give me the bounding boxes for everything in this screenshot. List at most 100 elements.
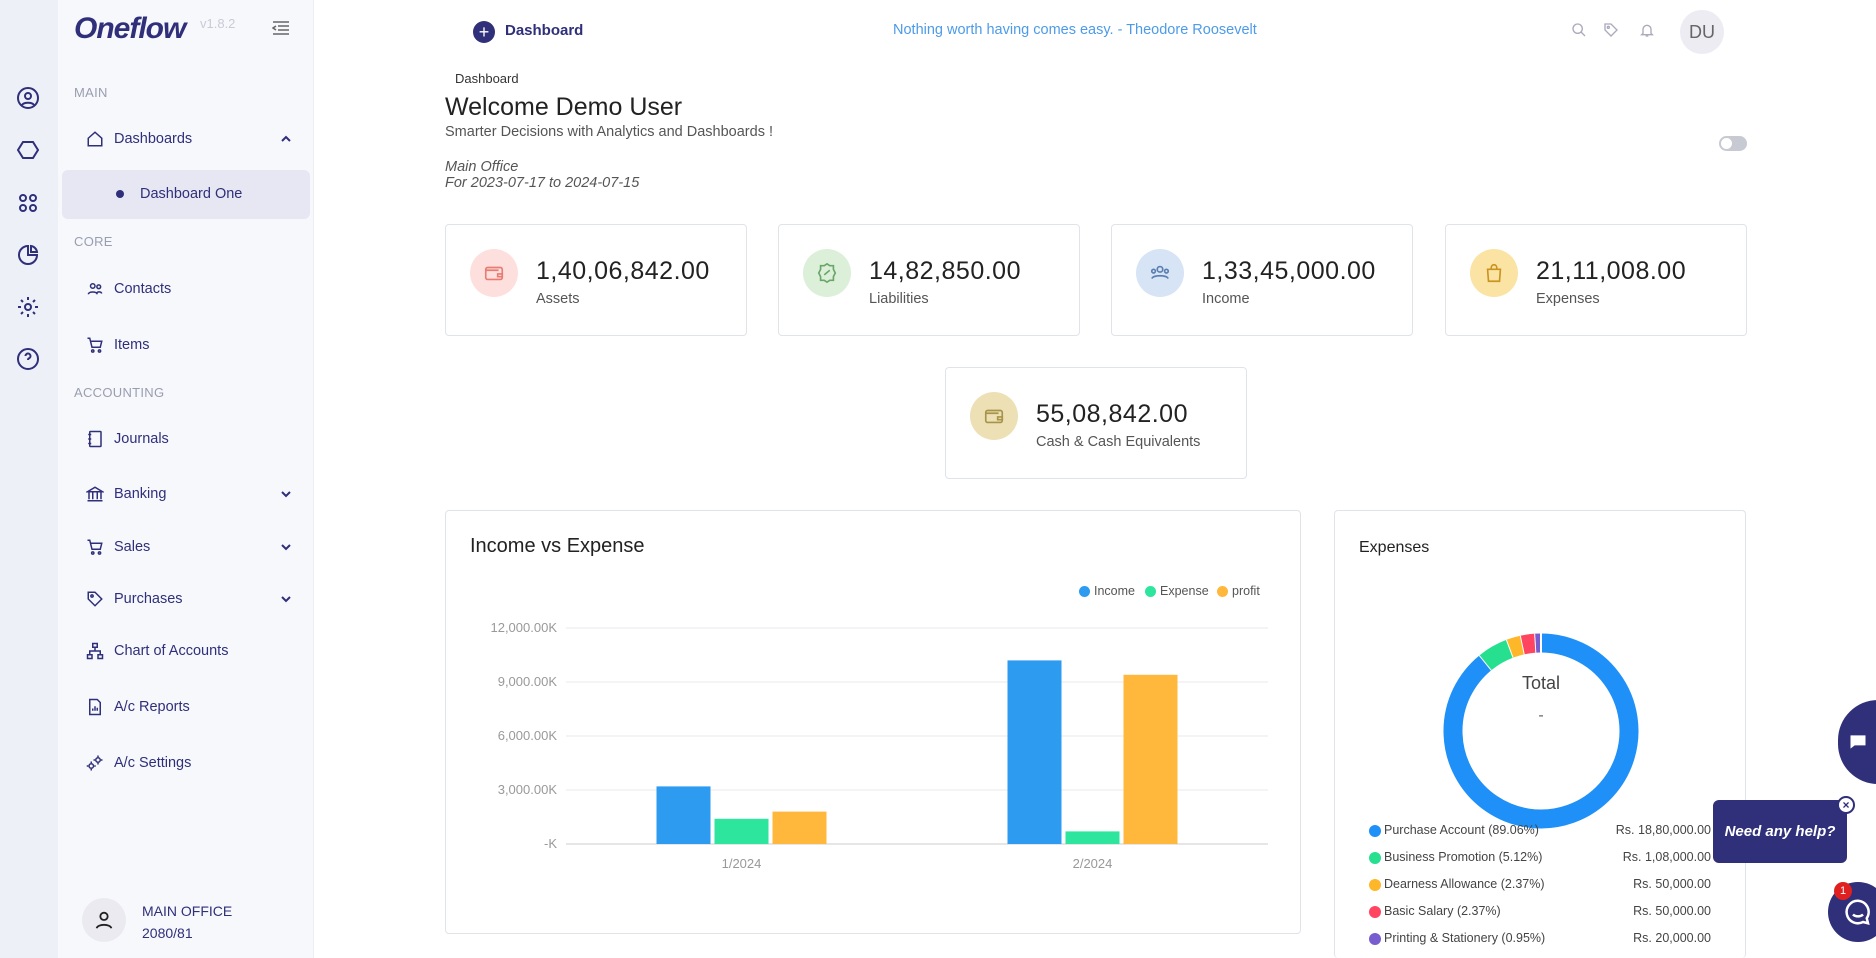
shopping-cart-icon [87,539,103,555]
office-period: Main Office For 2023-07-17 to 2024-07-15 [445,159,639,191]
legend-item[interactable]: Dearness Allowance (2.37%) Rs. 50,000.00 [1369,876,1711,896]
collapse-menu-icon[interactable] [272,20,290,36]
sidebar-item-sales[interactable]: Sales [86,535,150,559]
oneflow-logo[interactable]: Oneflow [74,12,186,45]
theme-toggle[interactable] [1719,136,1747,151]
bar-income [656,786,711,844]
donut-slice[interactable] [1479,639,1514,671]
bar-profit [1123,674,1178,844]
sidebar-item-label: Contacts [114,281,172,297]
legend-income[interactable]: Income [1079,584,1135,598]
breadcrumb[interactable]: Dashboard [455,71,519,86]
feedback-tab[interactable] [1838,700,1876,784]
legend-item-name: Business Promotion (5.12%) [1384,850,1543,864]
bar-expense [1065,831,1120,844]
legend-item-amount: Rs. 18,80,000.00 [1615,823,1711,837]
sidebar-subitem-dashboard-one[interactable] [62,170,310,219]
card-expenses[interactable]: 21,11,008.00 Expenses [1445,224,1747,336]
users-icon [87,283,103,295]
search-icon[interactable] [1571,22,1587,38]
income-expense-chart: 12,000.00K 9,000.00K 6,000.00K 3,000.00K -K 1… [490,620,1268,871]
sidebar-item-label: Chart of Accounts [114,643,229,659]
y-tick-label: -K [544,836,557,851]
help-circle-icon[interactable] [16,347,40,371]
legend-label: profit [1232,584,1260,598]
donut-slice[interactable] [1520,633,1537,655]
help-prompt[interactable]: Need any help? [1713,800,1847,863]
close-icon[interactable]: × [1837,796,1855,814]
card-assets[interactable]: 1,40,06,842.00 Assets [445,224,747,336]
card-label: Income [1202,291,1250,307]
donut-separator [1519,635,1526,655]
report-icon [89,698,101,716]
office-avatar[interactable] [82,898,126,942]
pie-chart-icon[interactable] [16,243,40,267]
card-liabilities[interactable]: 14,82,850.00 Liabilities [778,224,1080,336]
office-info[interactable]: MAIN OFFICE 2080/81 [142,900,232,944]
notebook-icon [88,430,102,448]
sidebar-item-label: Sales [114,539,151,555]
sidebar-item-journals[interactable]: Journals [86,427,169,451]
y-tick-label: 9,000.00K [498,674,558,689]
chevron-up-icon[interactable] [280,133,292,145]
card-cash[interactable]: 55,08,842.00 Cash & Cash Equivalents [945,367,1247,479]
card-income[interactable]: 1,33,45,000.00 Income [1111,224,1413,336]
settings-icon[interactable] [16,295,40,319]
gears-icon [86,755,103,771]
panel-title: Income vs Expense [470,535,645,557]
apps-grid-icon[interactable] [16,191,40,215]
x-tick-label: 2/2024 [1073,856,1113,871]
office-year: 2080/81 [142,925,193,941]
sidebar-subitem-label[interactable]: Dashboard One [140,186,243,202]
sidebar-item-ac-reports[interactable]: A/c Reports [86,695,190,719]
tag-icon [87,591,103,607]
legend-item[interactable]: Purchase Account (89.06%) Rs. 18,80,000.0… [1369,822,1711,842]
notification-badge: 1 [1834,882,1852,900]
section-accounting: ACCOUNTING [74,385,165,400]
card-label: Expenses [1536,291,1600,307]
badge-check-icon [803,249,851,297]
legend-item-name: Purchase Account (89.06%) [1384,823,1539,837]
legend-expense[interactable]: Expense [1145,584,1209,598]
home-icon [87,131,103,147]
sidebar-item-banking[interactable]: Banking [86,482,166,506]
sidebar-item-ac-settings[interactable]: A/c Settings [86,751,191,775]
sidebar-item-dashboards[interactable]: Dashboards [86,127,192,151]
chevron-down-icon[interactable] [280,541,292,553]
hierarchy-icon [86,642,104,660]
legend-item-amount: Rs. 1,08,000.00 [1622,850,1711,864]
active-dot-icon [116,190,124,198]
chevron-down-icon[interactable] [280,593,292,605]
user-avatar[interactable]: DU [1680,10,1724,54]
y-tick-label: 3,000.00K [498,782,558,797]
icon-rail [0,0,58,958]
chat-bubble-icon [1845,899,1870,925]
sidebar-item-purchases[interactable]: Purchases [86,587,183,611]
section-core: CORE [74,234,113,249]
chat-icon [1850,735,1866,749]
card-value: 1,33,45,000.00 [1202,257,1376,285]
bell-icon[interactable] [1639,22,1655,38]
legend-item-amount: Rs. 50,000.00 [1633,904,1711,918]
x-tick-label: 1/2024 [722,856,762,871]
donut-slice[interactable] [1506,635,1525,658]
sidebar-item-items[interactable]: Items [86,333,149,357]
hexagon-icon[interactable] [16,138,40,162]
tag-icon[interactable] [1603,22,1619,38]
legend-item-name: Printing & Stationery (0.95%) [1384,931,1546,945]
legend-item-amount: Rs. 50,000.00 [1633,877,1711,891]
sidebar: Oneflow v1.8.2 MAIN Dashboards Dashboard… [58,0,314,958]
legend-item-amount: Rs. 20,000.00 [1633,931,1711,945]
legend-profit[interactable]: profit [1217,584,1260,598]
add-button[interactable]: + [473,21,495,43]
sidebar-item-chart-of-accounts[interactable]: Chart of Accounts [86,639,228,663]
sidebar-item-contacts[interactable]: Contacts [86,277,171,301]
chevron-down-icon[interactable] [280,488,292,500]
legend-item[interactable]: Basic Salary (2.37%) Rs. 50,000.00 [1369,903,1711,923]
legend-item[interactable]: Business Promotion (5.12%) Rs. 1,08,000.0… [1369,849,1711,869]
panel-title: Expenses [1359,539,1430,556]
users-money-icon [1136,249,1184,297]
donut-slice[interactable] [1443,633,1639,829]
user-circle-icon[interactable] [16,86,40,110]
legend-item[interactable]: Printing & Stationery (0.95%) Rs. 20,000.… [1369,930,1711,950]
